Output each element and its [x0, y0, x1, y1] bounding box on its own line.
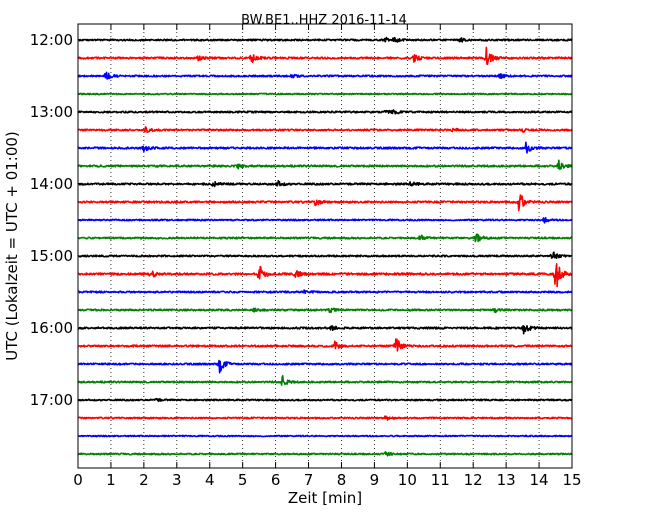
y-tick-label: 15:00: [30, 247, 73, 265]
x-tick-label: 2: [139, 471, 149, 489]
trace-1730: [77, 434, 573, 438]
trace-1630: [77, 359, 573, 374]
trace-1615: [77, 338, 573, 352]
y-tick-label: 13:00: [30, 103, 73, 121]
y-tick-label: 12:00: [30, 31, 73, 49]
trace-1545: [77, 307, 573, 314]
y-tick-label: 16:00: [30, 319, 73, 337]
trace-1215: [77, 46, 573, 66]
x-tick-label: 13: [497, 471, 516, 489]
trace-1230: [77, 71, 573, 80]
x-axis-ticks: 0 1 2 3 4 5 6 7 8 9 10 11 12 13 14 15: [73, 24, 582, 489]
plot-frame: [77, 23, 573, 469]
y-tick-label: 17:00: [30, 391, 73, 409]
trace-1745: [77, 451, 573, 457]
x-tick-label: 6: [271, 471, 281, 489]
trace-1715: [77, 415, 573, 421]
y-axis-label: UTC (Lokalzeit = UTC + 01:00): [3, 131, 21, 361]
trace-1345: [77, 159, 573, 171]
x-tick-label: 10: [398, 471, 417, 489]
trace-1415: [77, 194, 573, 212]
trace-1430: [77, 216, 573, 224]
x-tick-label: 7: [304, 471, 314, 489]
x-tick-label: 9: [370, 471, 380, 489]
trace-1700: [77, 397, 573, 403]
trace-1445: [77, 233, 573, 243]
x-axis-label: Zeit [min]: [288, 489, 362, 507]
x-tick-label: 8: [337, 471, 347, 489]
x-tick-label: 5: [238, 471, 248, 489]
y-tick-label: 14:00: [30, 175, 73, 193]
x-tick-label: 3: [172, 471, 182, 489]
trace-1245: [77, 92, 573, 96]
trace-1530: [77, 289, 573, 295]
x-tick-label: 14: [530, 471, 549, 489]
trace-1645: [77, 374, 573, 386]
trace-1500: [77, 251, 573, 259]
vertical-grid: [110, 24, 540, 468]
x-tick-label: 12: [464, 471, 483, 489]
trace-1400: [77, 179, 573, 188]
y-axis-ticks: 12:00 13:00 14:00 15:00 16:00 17:00: [30, 31, 572, 409]
x-tick-label: 15: [562, 471, 581, 489]
trace-1315: [77, 126, 573, 133]
x-tick-label: 1: [106, 471, 116, 489]
x-tick-label: 0: [73, 471, 83, 489]
x-tick-label: 11: [431, 471, 450, 489]
trace-1300: [77, 109, 573, 115]
trace-1515: [77, 263, 573, 288]
x-tick-label: 4: [205, 471, 215, 489]
trace-1600: [77, 324, 573, 335]
chart-title: BW.BE1..HHZ 2016-11-14: [241, 13, 407, 28]
trace-1200: [77, 36, 573, 43]
trace-rows: [77, 36, 573, 457]
trace-1330: [77, 141, 573, 154]
